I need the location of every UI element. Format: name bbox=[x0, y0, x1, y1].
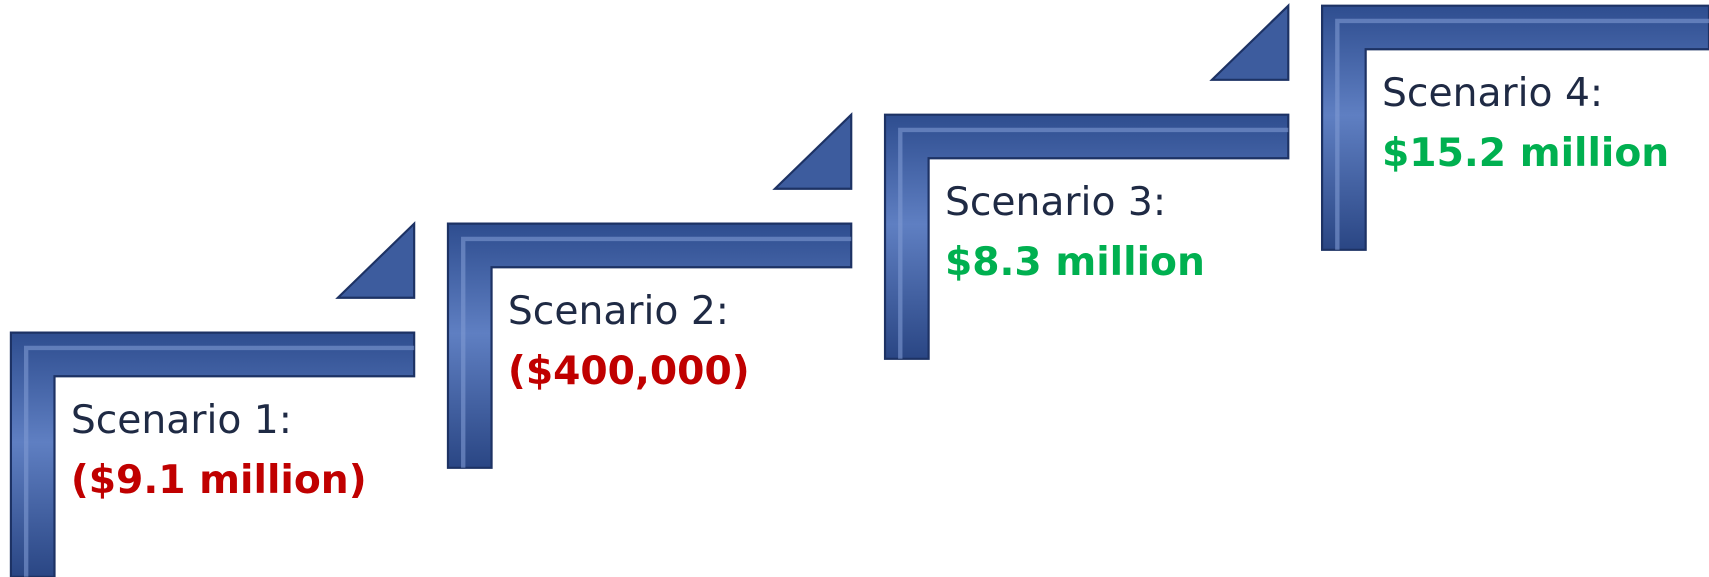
step-value: ($9.1 million) bbox=[71, 458, 367, 503]
step-triangle bbox=[772, 112, 853, 190]
step-value: $8.3 million bbox=[945, 240, 1205, 285]
step-value: ($400,000) bbox=[508, 349, 750, 394]
step-shape bbox=[1320, 4, 1709, 251]
step-highlight bbox=[23, 345, 415, 577]
step-triangle bbox=[335, 221, 416, 299]
step-value: $15.2 million bbox=[1382, 131, 1669, 176]
step-label: Scenario 2: bbox=[508, 289, 729, 334]
step-shape bbox=[446, 222, 853, 469]
step-label: Scenario 1: bbox=[71, 398, 292, 443]
step-highlight bbox=[898, 127, 1289, 359]
step-shape bbox=[9, 331, 416, 577]
step-triangle bbox=[1209, 3, 1290, 81]
step-label: Scenario 3: bbox=[945, 180, 1166, 225]
step-highlight bbox=[1335, 18, 1709, 250]
step-highlight bbox=[461, 236, 852, 468]
step-label: Scenario 4: bbox=[1382, 71, 1603, 116]
step-shape bbox=[883, 113, 1290, 360]
